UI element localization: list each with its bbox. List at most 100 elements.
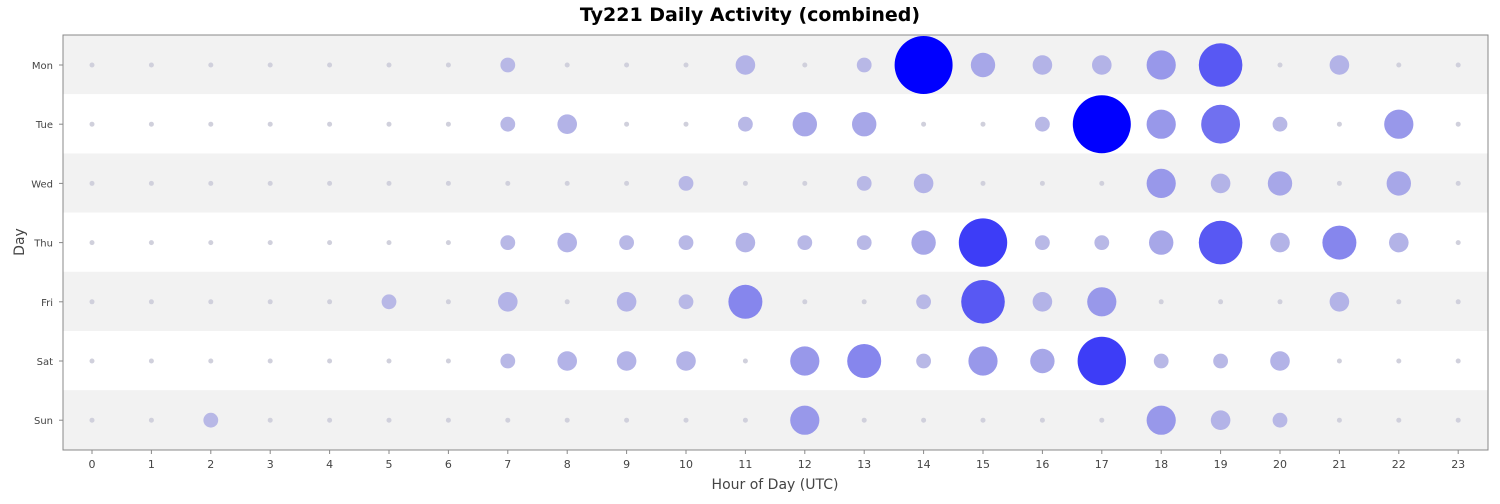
bubble-thu-h14 bbox=[911, 230, 936, 255]
bubble-wed-h5 bbox=[386, 180, 392, 186]
bubble-sat-h5 bbox=[386, 358, 392, 364]
bubble-sun-h20 bbox=[1272, 412, 1288, 428]
bubble-tue-h8 bbox=[557, 114, 577, 134]
bubble-sun-h2 bbox=[203, 412, 219, 428]
bubble-fri-h1 bbox=[148, 299, 154, 305]
bubble-mon-h9 bbox=[624, 62, 630, 68]
x-axis-label: Hour of Day (UTC) bbox=[712, 477, 839, 493]
x-tick-label: 15 bbox=[976, 458, 990, 471]
bubble-sun-h18 bbox=[1146, 405, 1176, 435]
bubble-fri-h6 bbox=[445, 299, 451, 305]
bubble-thu-h5 bbox=[386, 240, 392, 246]
bubble-mon-h7 bbox=[500, 57, 516, 73]
y-tick-label: Thu bbox=[33, 239, 53, 250]
x-tick-label: 2 bbox=[207, 458, 214, 471]
bubble-mon-h12 bbox=[802, 62, 808, 68]
bubble-thu-h22 bbox=[1389, 232, 1409, 253]
bubble-thu-h23 bbox=[1455, 240, 1461, 246]
bubble-thu-h19 bbox=[1198, 220, 1243, 265]
bubble-tue-h20 bbox=[1272, 116, 1288, 132]
bubble-sat-h12 bbox=[790, 346, 820, 376]
bubble-fri-h21 bbox=[1329, 292, 1350, 312]
bubble-wed-h12 bbox=[802, 180, 808, 186]
bubble-fri-h2 bbox=[208, 299, 214, 305]
bubble-sun-h22 bbox=[1396, 417, 1402, 423]
bubble-fri-h7 bbox=[498, 292, 518, 312]
bubble-sun-h17 bbox=[1099, 417, 1105, 423]
bubble-tue-h15 bbox=[980, 121, 986, 127]
bubble-thu-h3 bbox=[267, 240, 273, 246]
bubble-sun-h14 bbox=[921, 417, 927, 423]
bubble-wed-h21 bbox=[1336, 180, 1342, 186]
bubble-mon-h18 bbox=[1146, 50, 1176, 80]
row-band-mon bbox=[63, 35, 1488, 95]
bubble-tue-h12 bbox=[792, 112, 817, 137]
bubble-sat-h14 bbox=[916, 353, 931, 369]
bubble-wed-h13 bbox=[856, 176, 872, 191]
bubble-wed-h11 bbox=[742, 180, 748, 186]
bubble-mon-h23 bbox=[1455, 62, 1461, 68]
bubble-mon-h8 bbox=[564, 62, 570, 68]
bubble-mon-h5 bbox=[386, 62, 392, 68]
bubble-sat-h23 bbox=[1455, 358, 1461, 364]
y-tick-label: Sat bbox=[37, 357, 53, 368]
x-tick-label: 12 bbox=[798, 458, 812, 471]
bubble-fri-h16 bbox=[1032, 292, 1053, 312]
x-tick-label: 17 bbox=[1095, 458, 1109, 471]
bubble-tue-h10 bbox=[683, 121, 689, 127]
bubble-sat-h2 bbox=[208, 358, 214, 364]
bubble-fri-h9 bbox=[616, 292, 637, 312]
bubble-thu-h18 bbox=[1149, 230, 1174, 255]
x-tick-label: 21 bbox=[1332, 458, 1346, 471]
y-tick-label: Sun bbox=[34, 416, 53, 427]
x-tick-label: 1 bbox=[148, 458, 155, 471]
bubble-mon-h6 bbox=[445, 62, 451, 68]
x-tick-label: 5 bbox=[386, 458, 393, 471]
bubble-tue-h0 bbox=[89, 121, 95, 127]
bubble-wed-h0 bbox=[89, 180, 95, 186]
bubble-sun-h5 bbox=[386, 417, 392, 423]
x-tick-label: 6 bbox=[445, 458, 452, 471]
bubble-wed-h4 bbox=[327, 180, 333, 186]
y-axis: Mon Tue Wed Thu Fri Sat Sun bbox=[31, 61, 63, 427]
bubble-mon-h20 bbox=[1277, 62, 1283, 68]
bubble-sat-h9 bbox=[616, 351, 637, 371]
bubble-mon-h4 bbox=[327, 62, 333, 68]
bubble-thu-h12 bbox=[797, 235, 813, 251]
bubble-fri-h4 bbox=[327, 299, 333, 305]
bubble-sun-h7 bbox=[505, 417, 511, 423]
bubble-wed-h1 bbox=[148, 180, 154, 186]
y-tick-label: Fri bbox=[41, 298, 53, 309]
bubble-thu-h0 bbox=[89, 240, 95, 246]
bubble-tue-h5 bbox=[386, 121, 392, 127]
bubble-wed-h7 bbox=[505, 180, 511, 186]
bubble-wed-h6 bbox=[445, 180, 451, 186]
bubble-sun-h23 bbox=[1455, 417, 1461, 423]
bubble-sun-h16 bbox=[1039, 417, 1045, 423]
bubble-wed-h23 bbox=[1455, 180, 1461, 186]
x-tick-label: 20 bbox=[1273, 458, 1287, 471]
bubble-fri-h10 bbox=[678, 294, 694, 310]
bubble-thu-h16 bbox=[1035, 235, 1050, 251]
row-band-tue bbox=[63, 94, 1488, 154]
bubble-mon-h0 bbox=[89, 62, 95, 68]
bubble-mon-h2 bbox=[208, 62, 214, 68]
bubble-thu-h13 bbox=[856, 235, 872, 251]
bubble-wed-h22 bbox=[1386, 171, 1412, 196]
bubble-mon-h22 bbox=[1396, 62, 1402, 68]
bubble-sun-h13 bbox=[861, 417, 867, 423]
bubble-wed-h10 bbox=[678, 176, 694, 191]
bubble-sat-h17 bbox=[1077, 336, 1127, 386]
bubble-fri-h12 bbox=[802, 299, 808, 305]
bubble-wed-h20 bbox=[1267, 171, 1293, 196]
bubble-mon-h14 bbox=[894, 36, 953, 94]
bubble-mon-h10 bbox=[683, 62, 689, 68]
bubble-mon-h11 bbox=[735, 55, 756, 75]
bubble-sun-h12 bbox=[790, 405, 820, 435]
bubble-tue-h2 bbox=[208, 121, 214, 127]
bubble-mon-h17 bbox=[1092, 55, 1112, 75]
bubble-wed-h17 bbox=[1099, 180, 1105, 186]
x-tick-label: 16 bbox=[1035, 458, 1049, 471]
bubble-thu-h11 bbox=[735, 232, 756, 253]
